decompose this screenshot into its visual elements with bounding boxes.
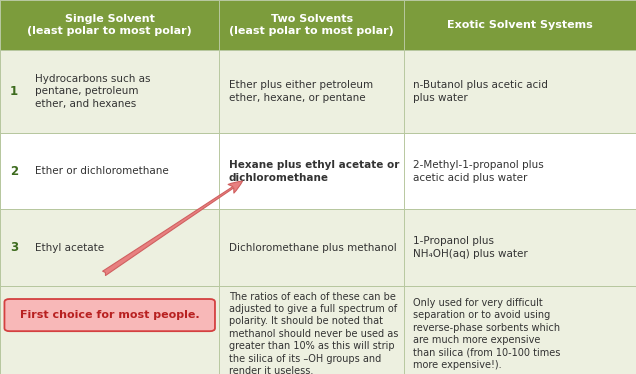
Bar xyxy=(0,286,636,374)
Text: 2: 2 xyxy=(10,165,18,178)
Text: 1: 1 xyxy=(10,85,18,98)
Text: The ratios of each of these can be
adjusted to give a full spectrum of
polarity.: The ratios of each of these can be adjus… xyxy=(229,292,398,374)
Bar xyxy=(0,133,636,209)
Text: 2-Methyl-1-propanol plus
acetic acid plus water: 2-Methyl-1-propanol plus acetic acid plu… xyxy=(413,160,544,183)
Text: Ether or dichloromethane: Ether or dichloromethane xyxy=(35,166,169,176)
Bar xyxy=(0,209,636,286)
Text: Two Solvents
(least polar to most polar): Two Solvents (least polar to most polar) xyxy=(229,14,394,36)
Text: Hexane plus ethyl acetate or
dichloromethane: Hexane plus ethyl acetate or dichloromet… xyxy=(229,160,399,183)
Text: First choice for most people.: First choice for most people. xyxy=(20,310,200,320)
Text: Dichloromethane plus methanol: Dichloromethane plus methanol xyxy=(229,243,397,253)
Text: Ether plus either petroleum
ether, hexane, or pentane: Ether plus either petroleum ether, hexan… xyxy=(229,80,373,103)
Bar xyxy=(0,0,636,50)
Bar xyxy=(0,50,636,133)
Text: n-Butanol plus acetic acid
plus water: n-Butanol plus acetic acid plus water xyxy=(413,80,548,103)
Text: 3: 3 xyxy=(10,241,18,254)
Text: 1-Propanol plus
NH₄OH(aq) plus water: 1-Propanol plus NH₄OH(aq) plus water xyxy=(413,236,528,259)
Text: Single Solvent
(least polar to most polar): Single Solvent (least polar to most pola… xyxy=(27,14,192,36)
Text: Only used for very difficult
separation or to avoid using
reverse-phase sorbents: Only used for very difficult separation … xyxy=(413,298,561,370)
Text: Exotic Solvent Systems: Exotic Solvent Systems xyxy=(447,20,593,30)
Text: Hydrocarbons such as
pentane, petroleum
ether, and hexanes: Hydrocarbons such as pentane, petroleum … xyxy=(35,74,151,109)
Text: Ethyl acetate: Ethyl acetate xyxy=(35,243,104,253)
FancyBboxPatch shape xyxy=(4,299,215,331)
